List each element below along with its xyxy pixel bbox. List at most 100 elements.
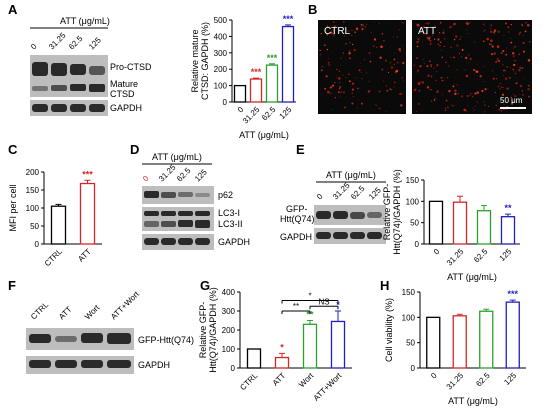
fluorescent-punctum <box>513 60 516 62</box>
fluorescent-punctum <box>520 23 524 27</box>
fluorescent-punctum <box>421 41 423 43</box>
bar <box>479 310 494 369</box>
blot-e-lane-1: 31.25 <box>331 181 352 202</box>
fluorescent-punctum <box>512 54 515 58</box>
fluorescent-punctum <box>466 29 468 31</box>
fluorescent-punctum <box>508 76 512 80</box>
fluorescent-punctum <box>360 26 363 28</box>
fluorescent-punctum <box>476 63 478 65</box>
fluorescent-punctum <box>452 85 455 88</box>
fluorescent-punctum <box>466 104 468 106</box>
fluorescent-punctum <box>339 81 341 84</box>
y-tick-label: 200 <box>222 326 236 335</box>
fluorescent-punctum <box>483 80 485 82</box>
fluorescent-punctum <box>330 86 333 89</box>
fluorescent-punctum <box>453 38 456 41</box>
fluorescent-punctum <box>476 91 479 94</box>
fluorescent-punctum <box>383 80 385 82</box>
x-tick-label: 0 <box>432 247 442 257</box>
fluorescent-punctum <box>466 95 469 98</box>
fluorescent-punctum <box>510 96 513 99</box>
fluorescent-punctum <box>528 95 530 98</box>
bar <box>281 25 295 103</box>
fluorescent-punctum <box>394 71 397 73</box>
fluorescent-punctum <box>434 97 437 100</box>
fluorescent-punctum <box>498 108 501 111</box>
fluorescent-punctum <box>452 56 455 59</box>
fluorescent-punctum <box>450 46 452 48</box>
fluorescent-punctum <box>472 96 474 98</box>
fluorescent-punctum <box>402 80 404 82</box>
fluorescent-punctum <box>430 100 432 102</box>
fluorescent-punctum <box>421 110 423 112</box>
fluorescent-punctum <box>433 67 435 69</box>
fluorescent-punctum <box>393 63 395 66</box>
micrograph-att-label: ATT <box>418 26 436 37</box>
blot-d-band <box>195 238 210 245</box>
fluorescent-punctum <box>425 32 428 35</box>
x-tick-label: ATT+Wort <box>312 371 344 403</box>
fluorescent-punctum <box>482 23 485 26</box>
blot-e-label-gfp: GFP- <box>286 204 308 214</box>
fluorescent-punctum <box>510 28 512 30</box>
fluorescent-punctum <box>435 70 437 72</box>
blot-a-lane-0: 0 <box>29 42 39 52</box>
fluorescent-punctum <box>456 83 459 86</box>
blot-e-band <box>350 212 365 219</box>
fluorescent-punctum <box>390 88 393 91</box>
fluorescent-punctum <box>332 29 335 32</box>
x-tick-label: 62.5 <box>260 105 278 123</box>
fluorescent-punctum <box>475 70 479 74</box>
x-tick-label: 31.25 <box>445 247 466 268</box>
blot-d-band <box>178 211 193 216</box>
fluorescent-punctum <box>504 70 507 72</box>
fluorescent-punctum <box>464 22 466 24</box>
fluorescent-punctum <box>503 34 505 36</box>
bar <box>505 301 520 369</box>
fluorescent-punctum <box>470 92 472 95</box>
fluorescent-punctum <box>515 82 518 85</box>
fluorescent-punctum <box>508 31 510 33</box>
fluorescent-punctum <box>416 40 419 44</box>
fluorescent-punctum <box>337 91 340 94</box>
fluorescent-punctum <box>333 34 335 36</box>
fluorescent-punctum <box>367 90 371 93</box>
blot-d-band <box>195 193 210 197</box>
blot-a-gapdh-membrane <box>30 100 108 116</box>
fluorescent-punctum <box>441 79 443 82</box>
fluorescent-punctum <box>464 56 468 60</box>
fluorescent-punctum <box>442 79 444 82</box>
blot-a-label-pro: Pro-CTSD <box>110 62 152 72</box>
x-tick-label: 31.25 <box>241 105 262 126</box>
y-tick-label: 200 <box>214 65 228 74</box>
blot-d-lane-2: 62.5 <box>175 166 193 184</box>
blot-a-band <box>70 84 86 91</box>
fluorescent-punctum <box>398 48 401 51</box>
blot-d-band <box>144 191 159 198</box>
blot-d-band <box>195 220 210 228</box>
y-tick-label: 0 <box>35 240 40 249</box>
fluorescent-punctum <box>417 71 419 73</box>
fluorescent-punctum <box>344 106 347 109</box>
fluorescent-punctum <box>510 41 513 44</box>
y-tick-label: 100 <box>406 197 420 206</box>
fluorescent-punctum <box>416 57 418 59</box>
fluorescent-punctum <box>506 65 509 68</box>
fluorescent-punctum <box>437 38 440 41</box>
fluorescent-punctum <box>456 68 458 71</box>
fluorescent-punctum <box>340 57 342 60</box>
fluorescent-punctum <box>430 65 432 68</box>
fluorescent-punctum <box>492 77 495 80</box>
fluorescent-punctum <box>495 74 497 76</box>
blot-a-band <box>89 104 105 112</box>
fluorescent-punctum <box>479 75 482 78</box>
fluorescent-punctum <box>469 94 471 97</box>
x-tick-label: 0 <box>236 105 246 115</box>
fluorescent-punctum <box>457 92 460 95</box>
panel-letter-g: G <box>200 278 210 293</box>
fluorescent-punctum <box>427 74 430 77</box>
fluorescent-punctum <box>366 72 368 74</box>
x-tick-label: ATT <box>271 371 288 388</box>
x-axis-label: ATT (μg/mL) <box>447 272 497 282</box>
blot-f-band <box>29 334 51 343</box>
